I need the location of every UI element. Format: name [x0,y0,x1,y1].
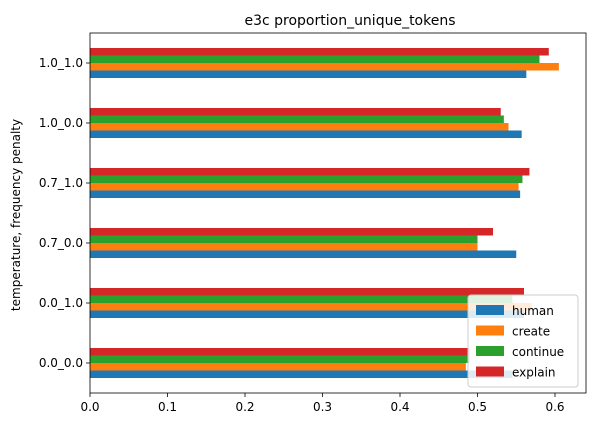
bar-human-0.7_1.0 [90,190,521,198]
bar-create-0.7_0.0 [90,243,478,251]
x-tick-label: 0.3 [313,400,332,414]
bar-explain-1.0_1.0 [90,48,549,56]
bar-human-0.0_0.0 [90,370,513,378]
y-tick-label: 1.0_0.0 [39,116,83,130]
axes-group: 0.0_0.0 0.0_1.0 0.7_0.0 0.7_1.0 1.0_0.0 1.0_1… [39,32,587,414]
legend-swatch-human [476,305,504,315]
bar-explain-0.7_1.0 [90,168,530,176]
y-tick-label: 0.7_0.0 [39,236,83,250]
y-tick-label: 1.0_1.0 [39,56,83,70]
legend-label-explain: explain [512,366,556,380]
bar-explain-0.0_1.0 [90,288,524,296]
bar-human-0.0_1.0 [90,310,524,318]
legend-swatch-continue [476,346,504,356]
legend-swatch-create [476,325,504,336]
legend-label-create: create [512,325,550,339]
bar-continue-1.0_1.0 [90,55,540,63]
x-tick-label: 0.1 [158,400,177,414]
bar-human-1.0_0.0 [90,130,522,138]
bars-group [90,48,559,378]
bar-create-1.0_1.0 [90,63,559,71]
legend-label-continue: continue [512,345,564,359]
bar-create-0.0_1.0 [90,303,532,311]
x-tick-label: 0.0 [80,400,99,414]
bar-continue-0.0_0.0 [90,355,470,363]
bar-continue-0.7_1.0 [90,175,523,183]
y-tick-label: 0.0_0.0 [39,356,83,370]
x-tick-label: 0.2 [235,400,254,414]
bar-continue-0.0_1.0 [90,295,513,303]
bar-continue-0.7_0.0 [90,235,478,243]
bar-continue-1.0_0.0 [90,115,504,123]
bar-create-0.0_0.0 [90,363,466,371]
plot-frame [89,32,587,394]
y-axis-label: temperature, frequency penalty [9,119,23,311]
legend-box [467,294,579,388]
x-tick-label: 0.5 [468,400,487,414]
legend-swatch-explain [476,366,504,377]
bar-explain-0.0_0.0 [90,348,470,356]
x-tick-label: 0.4 [390,400,409,414]
bar-explain-1.0_0.0 [90,108,501,116]
bar-human-0.7_0.0 [90,250,517,258]
legend-label-human: human [512,304,554,318]
y-tick-label: 0.0_1.0 [39,296,83,310]
bar-create-0.7_1.0 [90,183,519,191]
x-tick-label: 0.6 [545,400,564,414]
bar-create-1.0_0.0 [90,123,509,131]
legend[interactable]: human create continue explain [467,294,579,388]
bar-human-1.0_1.0 [90,70,527,78]
bar-explain-0.7_0.0 [90,228,493,236]
y-tick-label: 0.7_1.0 [39,176,83,190]
chart-title: e3c proportion_unique_tokens [244,13,455,29]
